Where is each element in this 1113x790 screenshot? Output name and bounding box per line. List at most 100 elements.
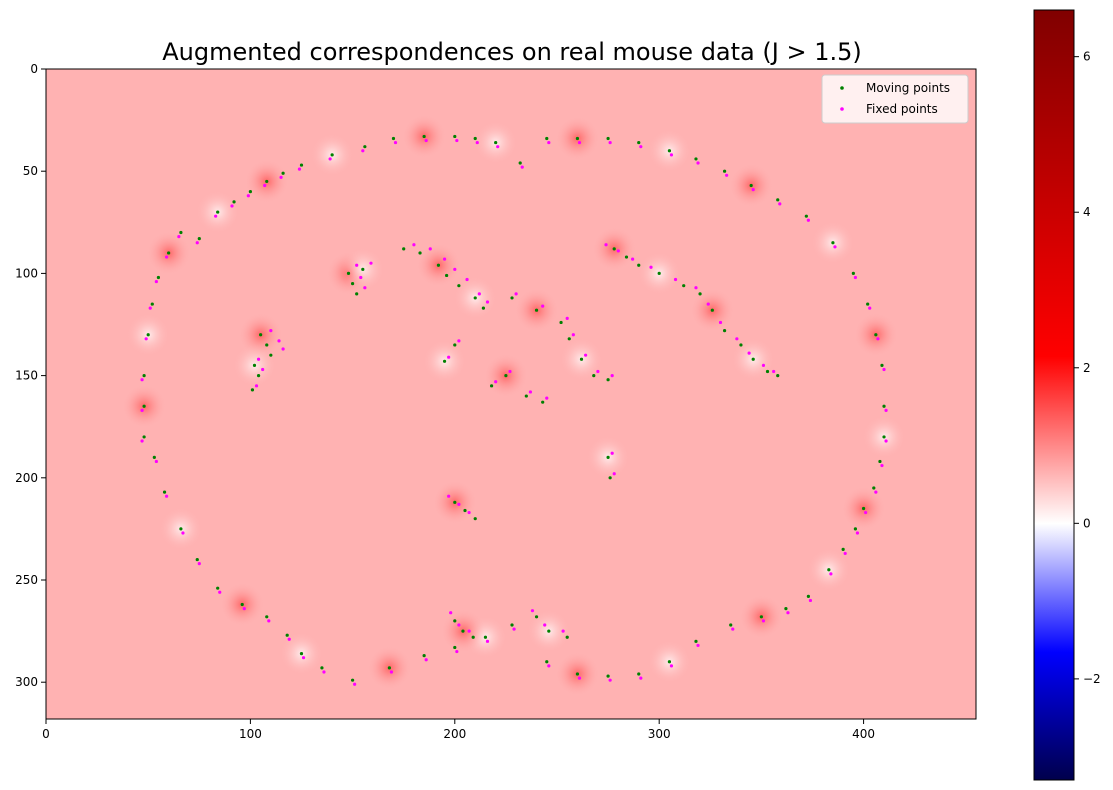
moving-point [436,263,441,267]
fixed-point [855,531,860,535]
colorbar-ticks: −2 0 2 4 6 [1074,50,1101,686]
y-tick-label: 150 [15,369,38,383]
fixed-point [596,369,600,374]
moving-point [606,455,610,459]
fixed-point [287,637,291,641]
fixed-point [485,639,490,643]
moving-point [853,527,858,531]
fixed-point [214,214,218,218]
fixed-point [514,292,518,296]
fixed-point [843,551,847,556]
fixed-point [246,194,250,198]
x-tick-label: 200 [443,727,466,741]
legend-label-fixed: Fixed points [866,102,938,116]
moving-point [804,214,808,218]
fixed-point [140,439,144,443]
moving-point [195,557,199,562]
fixed-point [772,369,776,374]
moving-point [545,136,549,141]
fixed-point [725,173,729,177]
colorbar-tick-label: 0 [1083,516,1091,530]
y-tick-label: 0 [30,62,38,76]
moving-point [694,639,698,643]
fixed-point [761,619,766,623]
colorbar-tick-label: 2 [1083,361,1091,375]
legend: Moving points Fixed points [821,74,969,124]
fixed-point [457,623,461,627]
fixed-point [853,275,858,280]
moving-point [240,602,244,607]
moving-point [461,629,465,633]
fixed-point [696,161,700,165]
fixed-point [639,676,643,680]
colorbar-tick-label: −2 [1083,672,1101,686]
moving-point [167,251,171,255]
moving-point [637,672,641,676]
fixed-point [608,678,612,682]
moving-point [606,378,610,382]
fixed-point [604,243,608,247]
fixed-point [447,355,451,359]
fixed-point [608,140,612,145]
moving-point [612,247,616,251]
moving-point [874,333,878,337]
moving-point [142,404,146,408]
fixed-point [355,263,359,267]
series-moving-points [142,134,886,682]
fixed-point [389,670,394,674]
moving-point [453,134,457,139]
fixed-point [442,257,447,261]
y-tick-label: 200 [15,471,38,485]
fixed-point [467,629,471,633]
fixed-point [829,572,833,576]
moving-point [567,337,571,341]
fixed-point [242,607,246,611]
moving-point [259,333,263,337]
moving-point [510,296,514,300]
fixed-point [353,682,357,686]
fixed-point [808,598,813,603]
moving-point [827,568,831,572]
moving-point [851,271,855,276]
moving-point [698,292,702,296]
moving-point [299,651,304,656]
moving-point [729,623,733,627]
moving-point [350,678,355,682]
moving-point [565,635,569,639]
fixed-point [277,339,281,343]
moving-point [861,506,866,511]
fixed-point [610,374,614,378]
fixed-point [868,306,872,310]
fixed-point [455,138,459,143]
moving-point [806,594,810,598]
moving-point [391,136,396,141]
fixed-point [424,138,428,143]
moving-point [872,486,876,490]
fixed-point [520,165,524,169]
fixed-point [361,149,365,153]
fixed-point [543,623,547,627]
moving-point [179,230,183,235]
y-tick-label: 300 [15,675,38,689]
fixed-point [281,347,285,351]
fixed-point [610,451,614,455]
fixed-point [669,153,674,157]
moving-point [541,400,545,404]
fixed-point [496,145,500,149]
fixed-point [197,562,201,566]
moving-point [547,629,551,633]
fixed-point [876,337,880,341]
fixed-point [475,140,479,145]
fixed-point [530,609,535,613]
fixed-point [177,235,181,239]
fixed-point [412,243,416,247]
fixed-point [449,611,453,615]
fixed-point [148,306,152,310]
y-tick-label: 50 [23,164,38,178]
fixed-point [884,408,888,412]
moving-point [518,161,522,165]
fixed-point [874,490,878,494]
fixed-point [263,183,267,188]
colorbar-tick-label: 6 [1083,50,1091,64]
moving-point [418,251,422,255]
